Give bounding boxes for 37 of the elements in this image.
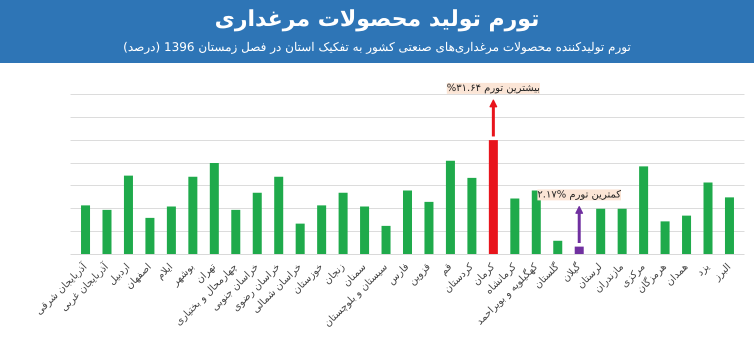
- bar: [317, 205, 326, 254]
- bar: [618, 208, 627, 254]
- bar: [145, 218, 154, 254]
- bar: [338, 192, 348, 254]
- bar: [81, 205, 90, 254]
- chart-title: تورم تولید محصولات مرغداری: [214, 6, 540, 34]
- bar: [210, 163, 219, 254]
- bar: [424, 202, 434, 254]
- x-tick-label: ایلام: [154, 262, 176, 282]
- x-tick-label: یزد: [695, 261, 712, 278]
- bar: [467, 178, 476, 254]
- bar: [166, 206, 176, 254]
- bar: [596, 208, 606, 254]
- bar: [124, 176, 133, 254]
- bar: [252, 192, 262, 254]
- bar: [488, 140, 498, 254]
- bar: [553, 240, 562, 254]
- chart-subtitle: تورم تولیدکننده محصولات مرغداری‌های صنعتی کشور به تفکیک استان در فصل زمستان 1396 (درصد): [122, 39, 632, 56]
- bar: [402, 190, 412, 254]
- bar: [724, 197, 734, 254]
- bar: [188, 176, 198, 254]
- bar: [639, 166, 648, 254]
- bar: [704, 182, 713, 254]
- bar: [446, 160, 455, 254]
- bar: [360, 206, 370, 254]
- bar: [682, 216, 692, 254]
- bar: [274, 176, 284, 254]
- x-tick-label: البرز: [711, 262, 734, 284]
- annotation: %۳۱.۶۴ بیشترین تورم: [446, 82, 540, 94]
- annotation: ۲.۱۷% کمترین تورم: [537, 189, 622, 200]
- bar: [510, 198, 520, 254]
- bar: [102, 210, 112, 254]
- bar: [382, 226, 391, 254]
- bar: [231, 210, 240, 254]
- bar: [574, 246, 584, 254]
- bar: [660, 221, 670, 254]
- bar: [296, 224, 305, 254]
